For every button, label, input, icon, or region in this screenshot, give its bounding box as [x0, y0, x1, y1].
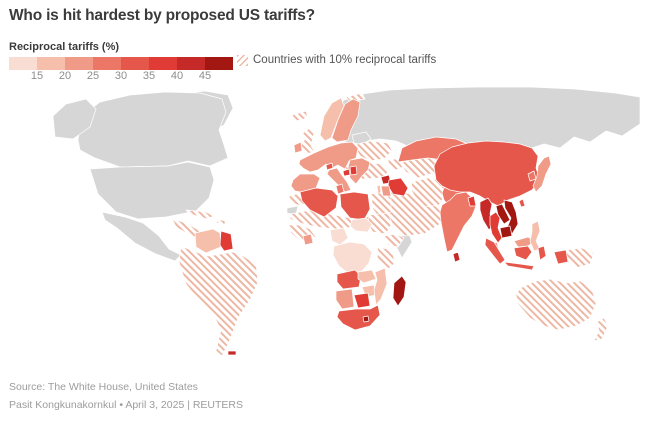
country-serbia	[349, 165, 358, 176]
legend-swatch	[65, 57, 93, 70]
legend-tick: 35	[142, 70, 156, 82]
country-south-africa	[336, 304, 381, 331]
legend-ramp	[9, 57, 233, 70]
country-mozambique	[373, 267, 388, 306]
legend-ticks: 15 20 25 30 35 40 45	[9, 70, 233, 82]
region-eu-scandinavia	[331, 98, 361, 143]
region-congo-basin	[332, 241, 373, 275]
legend-swatch	[121, 57, 149, 70]
legend-tick: 15	[30, 70, 44, 82]
country-mexico	[101, 211, 182, 262]
country-uk	[300, 127, 316, 155]
legend-title: Reciprocal tariffs (%)	[9, 41, 120, 53]
country-south-korea	[527, 170, 537, 182]
region-east-africa	[376, 246, 396, 272]
legend: Reciprocal tariffs (%) 15 20 25 30 35 40 45	[9, 41, 233, 82]
country-bangladesh	[467, 195, 477, 207]
page-title: Who is hit hardest by proposed US tariff…	[9, 7, 315, 24]
country-angola	[336, 269, 362, 290]
region-caribbean	[185, 209, 215, 220]
source-note: Source: The White House, United States	[9, 381, 198, 393]
region-south-america	[178, 245, 259, 357]
country-botswana	[353, 292, 371, 309]
country-jordan	[380, 185, 392, 197]
country-namibia	[335, 288, 355, 310]
legend-tick: 20	[58, 70, 72, 82]
country-guyana	[219, 230, 234, 252]
region-indonesia-papua	[553, 249, 569, 265]
country-iran	[410, 177, 447, 208]
country-bosnia	[342, 168, 351, 177]
legend-tick: 30	[114, 70, 128, 82]
region-indonesia-sulawesi	[537, 245, 547, 261]
country-cambodia	[499, 225, 513, 239]
legend-tick: 45	[198, 70, 212, 82]
country-zambia	[357, 269, 377, 284]
hatch-swatch-icon	[237, 54, 248, 66]
region-eu-main	[298, 141, 359, 173]
legend-swatch	[149, 57, 177, 70]
credit-line: Pasit Kongkunakornkul • April 3, 2025 | …	[9, 399, 244, 411]
legend-swatch	[177, 57, 205, 70]
country-libya	[339, 191, 371, 221]
country-ukraine	[353, 140, 393, 162]
country-philippines	[529, 220, 541, 252]
region-svalbard	[345, 92, 366, 103]
country-russia	[329, 86, 641, 151]
country-canada	[77, 91, 229, 168]
country-usa	[89, 161, 215, 220]
region-falkland-islands	[227, 350, 237, 356]
region-indonesia-sumatra	[484, 237, 506, 265]
country-israel	[376, 184, 382, 194]
country-chad	[349, 217, 373, 233]
region-eu-ireland	[293, 141, 303, 154]
legend-swatch	[93, 57, 121, 70]
region-eu-italy	[326, 167, 352, 193]
region-indonesia-kalimantan	[513, 245, 533, 261]
hatch-legend-label: Countries with 10% reciprocal tariffs	[253, 54, 437, 66]
country-taiwan	[518, 198, 526, 208]
region-indonesia-java	[503, 261, 535, 271]
hatch-legend: Countries with 10% reciprocal tariffs	[237, 54, 436, 66]
country-india	[439, 191, 477, 253]
country-nigeria	[329, 227, 349, 246]
country-tunisia	[335, 183, 345, 195]
country-vietnam	[503, 199, 519, 235]
legend-swatch	[205, 57, 233, 70]
country-ivory-coast	[302, 233, 314, 246]
country-australia	[515, 278, 597, 331]
country-iceland	[291, 110, 309, 122]
legend-tick: 40	[170, 70, 184, 82]
country-ethiopia	[383, 233, 405, 248]
country-new-zealand	[593, 317, 609, 342]
legend-tick: 25	[86, 70, 100, 82]
country-alaska	[52, 98, 97, 140]
country-lesotho	[362, 315, 370, 323]
legend-swatch	[9, 57, 37, 70]
country-algeria	[299, 187, 339, 218]
country-madagascar	[392, 275, 407, 307]
country-venezuela	[194, 228, 222, 254]
country-sri-lanka	[452, 251, 461, 263]
country-switzerland	[325, 162, 334, 171]
region-caribbean-east	[215, 218, 227, 226]
legend-swatch	[37, 57, 65, 70]
country-papua-new-guinea	[565, 247, 595, 269]
country-japan	[532, 155, 552, 193]
